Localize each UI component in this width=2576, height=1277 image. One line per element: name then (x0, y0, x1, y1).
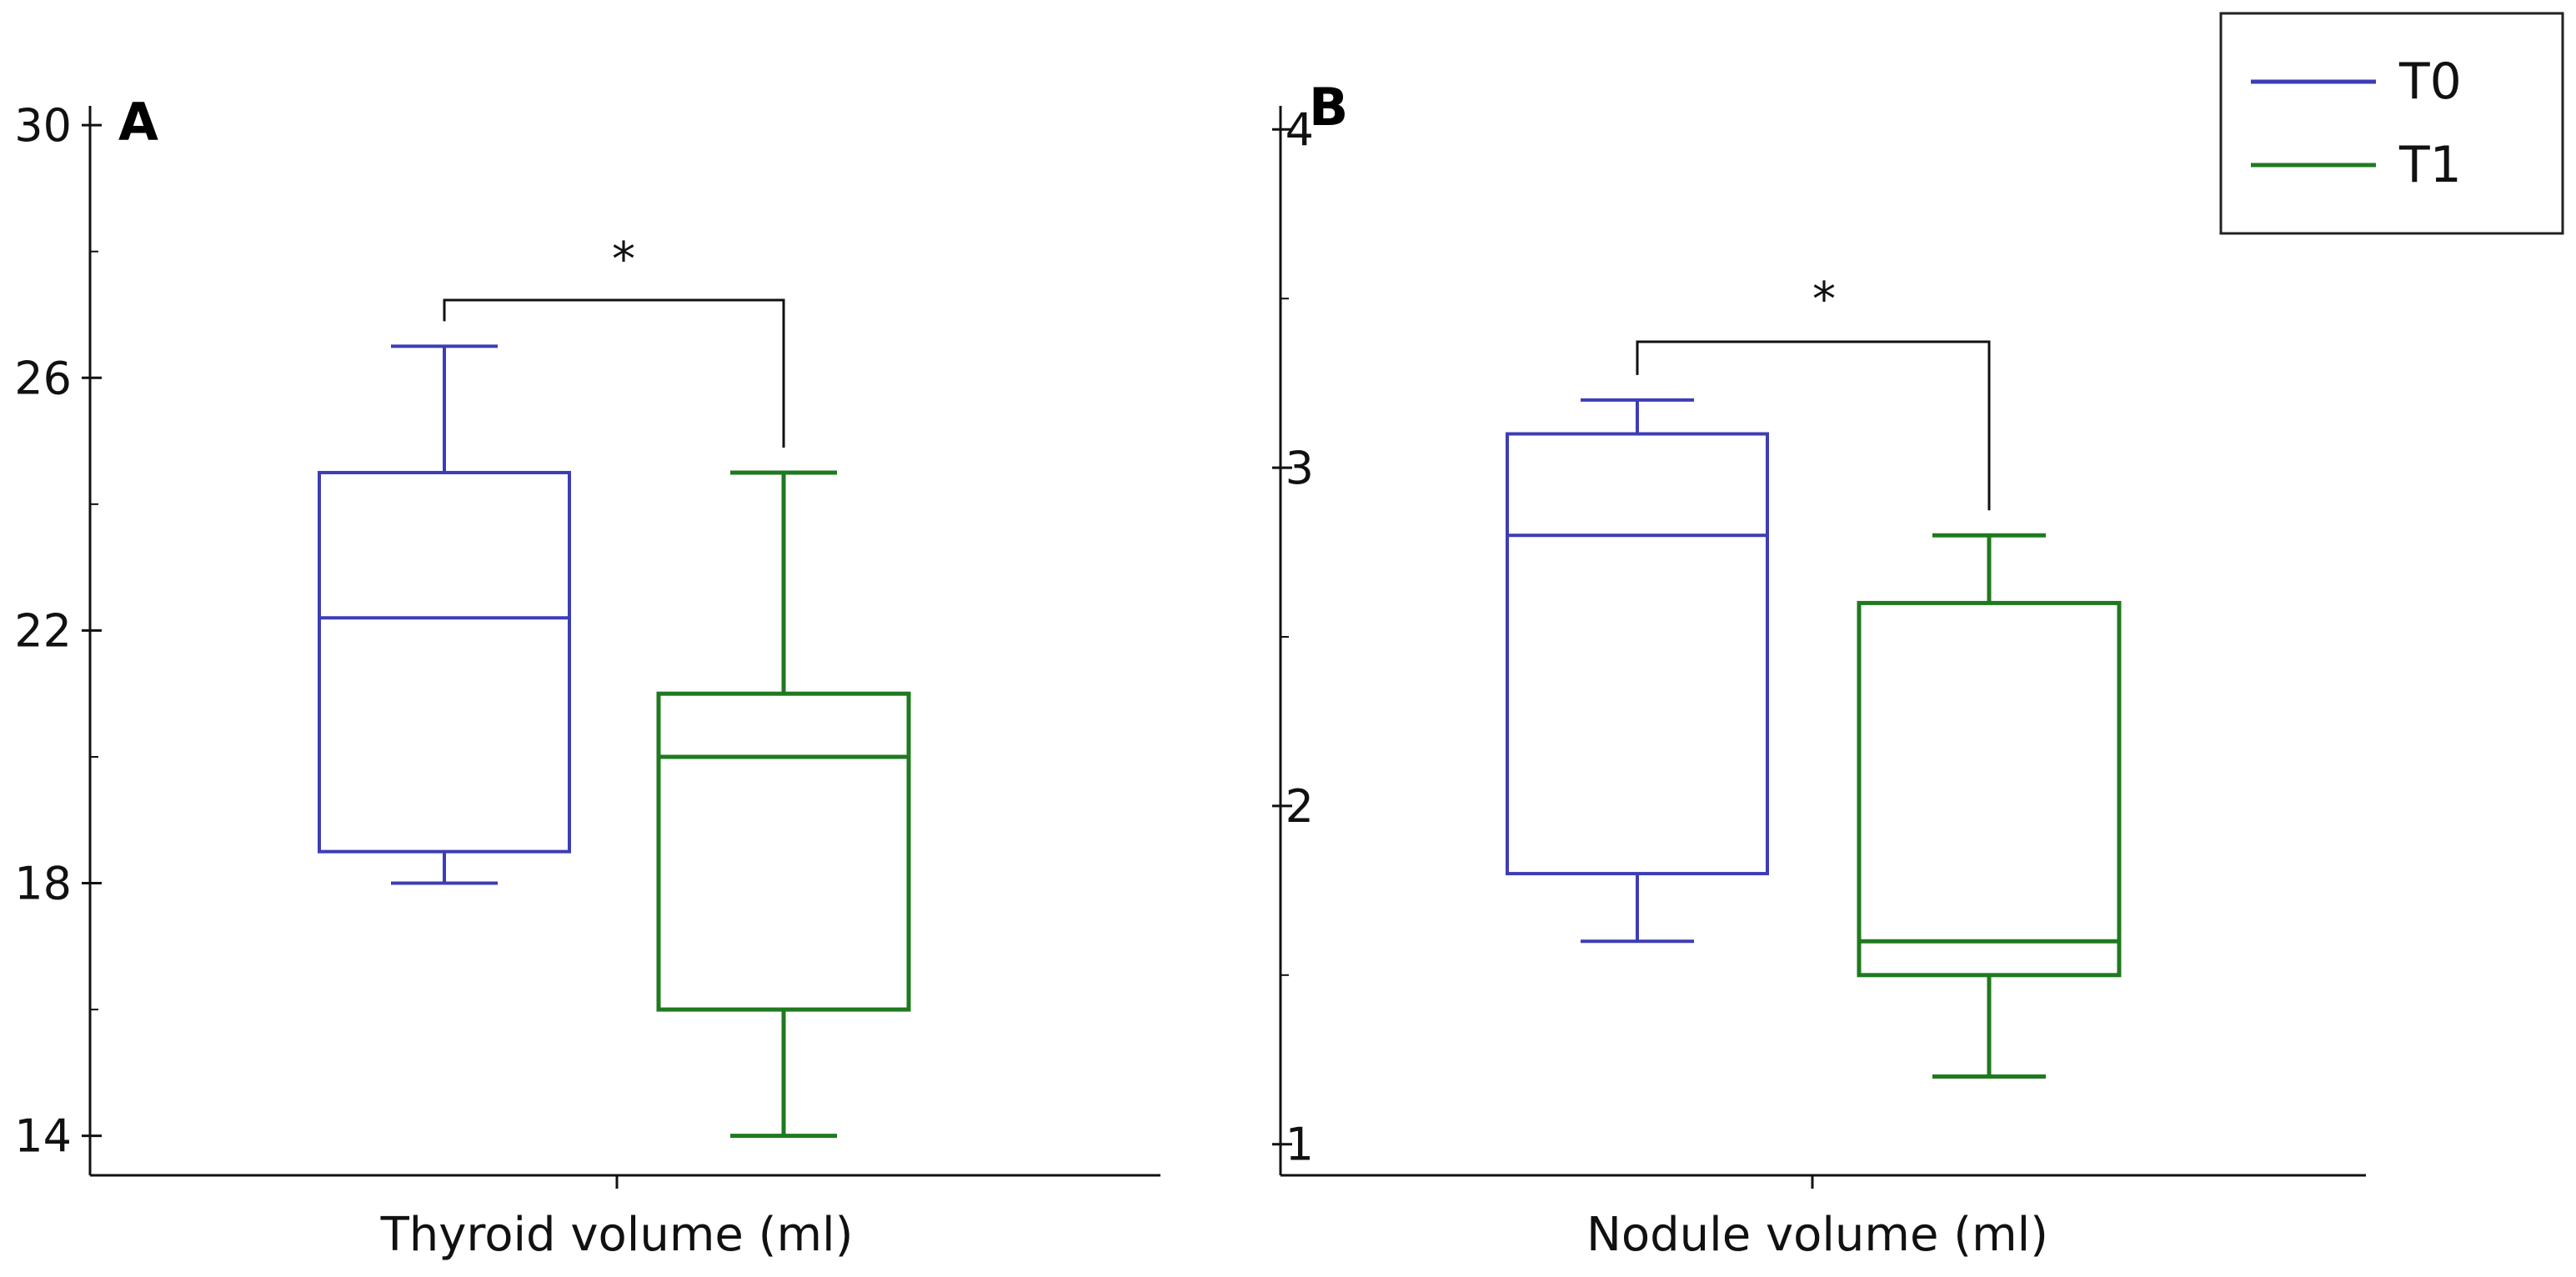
box-iqr-t0-a (318, 470, 571, 854)
panel-a: A Thyroid volume (ml) * 14 18 22 26 30 (14, 92, 1160, 1262)
box-iqr-t0-b (1506, 432, 1769, 876)
significance-bracket-a (443, 298, 785, 448)
legend-box (2219, 12, 2564, 235)
y-tick-label-b: 4 (1285, 103, 1314, 156)
y-tick-label-a: 30 (14, 99, 72, 152)
y-tick-label-a: 22 (14, 604, 72, 657)
significance-bracket-b (1636, 340, 1991, 511)
box-iqr-t1-a (656, 691, 911, 1012)
y-tick-label-b: 3 (1285, 442, 1314, 494)
x-axis-label-b: Nodule volume (ml) (1586, 1208, 2048, 1262)
legend-label-t0: T0 (2398, 53, 2462, 111)
x-axis-label-a: Thyroid volume (ml) (380, 1208, 854, 1262)
panel-label-b: B (1309, 77, 1348, 138)
significance-marker-b: * (1812, 273, 1836, 327)
significance-marker-a: * (612, 233, 635, 287)
panel-b: B Nodule volume (ml) * 1 2 3 4 (1272, 77, 2366, 1262)
y-tick-label-a: 18 (14, 858, 72, 910)
panel-label-a: A (118, 92, 158, 153)
y-tick-label-b: 2 (1285, 780, 1314, 833)
legend: T0 T1 (2219, 12, 2564, 235)
y-tick-label-b: 1 (1285, 1119, 1314, 1171)
y-tick-label-a: 14 (14, 1110, 72, 1163)
legend-label-t1: T1 (2398, 136, 2462, 194)
box-iqr-t1-b (1857, 600, 2122, 978)
y-tick-label-a: 26 (14, 352, 72, 404)
